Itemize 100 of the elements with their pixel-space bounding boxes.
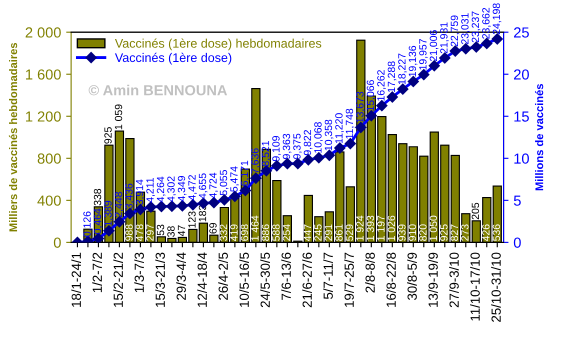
- data-label: 939: [398, 224, 406, 241]
- x-tick-label: 16/8-22/8: [386, 252, 396, 307]
- data-label: 13,673: [356, 92, 365, 122]
- data-label: 3,436: [125, 184, 134, 209]
- data-label: 4,264: [156, 176, 166, 202]
- data-label: 21,931: [440, 22, 449, 54]
- y-tick-label: 1 200: [26, 111, 61, 122]
- x-tick-label: 25/10-31/10: [491, 252, 501, 322]
- x-tick-label: 5/7-11/7: [323, 252, 333, 300]
- data-label: 478: [136, 224, 144, 242]
- x-tick-label: 27/9-3/10: [449, 252, 459, 308]
- data-label: 23,237: [472, 11, 480, 42]
- data-label: 9,109: [272, 136, 281, 162]
- data-label: 3,914: [136, 180, 144, 205]
- data-label: 10,068: [314, 122, 323, 153]
- data-label: 19,136: [408, 46, 418, 77]
- data-label: 24,198: [492, 3, 502, 34]
- data-label: 1 026: [388, 216, 396, 241]
- y2-tick-label: 20: [514, 69, 529, 80]
- data-label: 1 197: [377, 216, 385, 241]
- data-label: 19,957: [419, 39, 428, 70]
- data-label: 23,031: [461, 13, 470, 44]
- x-tick-label: 15/2-21/2: [113, 252, 123, 307]
- data-label: 7,636: [251, 148, 260, 174]
- x-tick-label: 26/4-2/5: [218, 252, 228, 300]
- legend-label: Vaccinés (1ère dose) hebdomadaires: [114, 38, 322, 50]
- data-label: 11,748: [346, 108, 354, 139]
- data-label: 2,448: [114, 192, 124, 218]
- data-label: 4,302: [167, 176, 176, 202]
- data-label: 447: [304, 224, 312, 242]
- data-label: 9,375: [293, 134, 302, 159]
- data-label: 205: [472, 202, 480, 220]
- data-label: 4,211: [146, 178, 155, 203]
- data-label: 332: [220, 224, 228, 241]
- data-label: 886: [262, 224, 270, 241]
- y-axis-title: Milliers de vaccinés hebdomadaires: [8, 42, 18, 232]
- x-tick-label: 18/1-24/1: [71, 252, 81, 307]
- y-tick-label: 0: [54, 237, 61, 248]
- data-label: 588: [272, 224, 280, 241]
- data-label: 536: [492, 224, 500, 241]
- y2-tick-label: 0: [514, 237, 521, 248]
- data-label: 38: [167, 226, 175, 237]
- y-tick-label: 1 600: [26, 69, 61, 80]
- data-label: 245: [314, 224, 322, 241]
- data-label: 910: [408, 224, 416, 241]
- data-label: 5,055: [220, 170, 228, 196]
- data-label: 1 924: [356, 216, 364, 241]
- data-label: 698: [240, 224, 248, 241]
- data-label: 21,006: [430, 30, 438, 62]
- x-tick-label: 24/5-30/5: [260, 252, 270, 308]
- data-label: 4,724: [209, 172, 218, 198]
- data-label: 297: [146, 224, 154, 241]
- x-tick-label: 10/5-16/5: [239, 252, 249, 307]
- data-label: 0,126: [83, 212, 92, 237]
- y2-tick-label: 10: [514, 153, 529, 164]
- data-label: 10,358: [324, 120, 334, 150]
- x-tick-label: 19/7-25/7: [344, 252, 354, 307]
- data-label: 9,363: [282, 134, 292, 159]
- data-label: 988: [125, 224, 133, 241]
- data-label: 22,759: [450, 15, 460, 46]
- data-label: 47: [178, 225, 186, 236]
- data-label: 1 464: [251, 216, 259, 241]
- data-label: 23,662: [482, 8, 491, 39]
- data-label: 17,288: [388, 61, 396, 92]
- x-tick-label: 2/8-8/8: [365, 252, 375, 293]
- data-label: 254: [282, 224, 290, 241]
- data-label: 827: [450, 224, 458, 241]
- data-label: 4,349: [178, 176, 186, 202]
- data-label: 15,066: [366, 80, 376, 111]
- data-label: 9,822: [304, 130, 312, 156]
- data-label: 925: [440, 224, 448, 241]
- x-tick-label: 1/2-7/2: [92, 252, 102, 292]
- data-label: 1,389: [104, 200, 113, 226]
- y2-tick-label: 25: [514, 27, 529, 38]
- data-label: 861: [335, 224, 343, 241]
- y-tick-label: 800: [38, 153, 61, 164]
- x-tick-label: 12/4-18/4: [197, 252, 207, 307]
- data-label: 8,521: [262, 140, 270, 166]
- x-tick-label: 7/6-13/6: [281, 252, 291, 300]
- y2-axis-title: Millions de vaccinés: [534, 84, 544, 190]
- x-tick-label: 29/3-4/4: [176, 252, 186, 300]
- data-label: 291: [324, 224, 332, 241]
- y2-tick-label: 15: [514, 112, 529, 122]
- data-label: 0,464: [94, 208, 102, 234]
- x-tick-label: 30/8-5/9: [407, 252, 417, 300]
- annotation: © Amin BENNOUNA: [88, 84, 228, 96]
- data-label: 123: [188, 211, 196, 228]
- data-label: 4,655: [198, 173, 208, 199]
- data-label: 16,262: [377, 70, 386, 101]
- data-label: 18,227: [398, 54, 407, 84]
- x-tick-label: 21/6-27/6: [302, 252, 312, 308]
- data-label: 1 050: [430, 216, 438, 241]
- data-label: 6,171: [240, 160, 250, 186]
- x-tick-label: 13/9-19/9: [428, 252, 438, 307]
- y-tick-label: 2 000: [26, 27, 61, 38]
- legend-label: Vaccinés (1ère dose): [114, 52, 232, 65]
- data-label: 69: [209, 222, 217, 234]
- data-label: 820: [419, 224, 427, 241]
- data-label: 529: [346, 224, 354, 241]
- data-label: 5,474: [230, 166, 239, 192]
